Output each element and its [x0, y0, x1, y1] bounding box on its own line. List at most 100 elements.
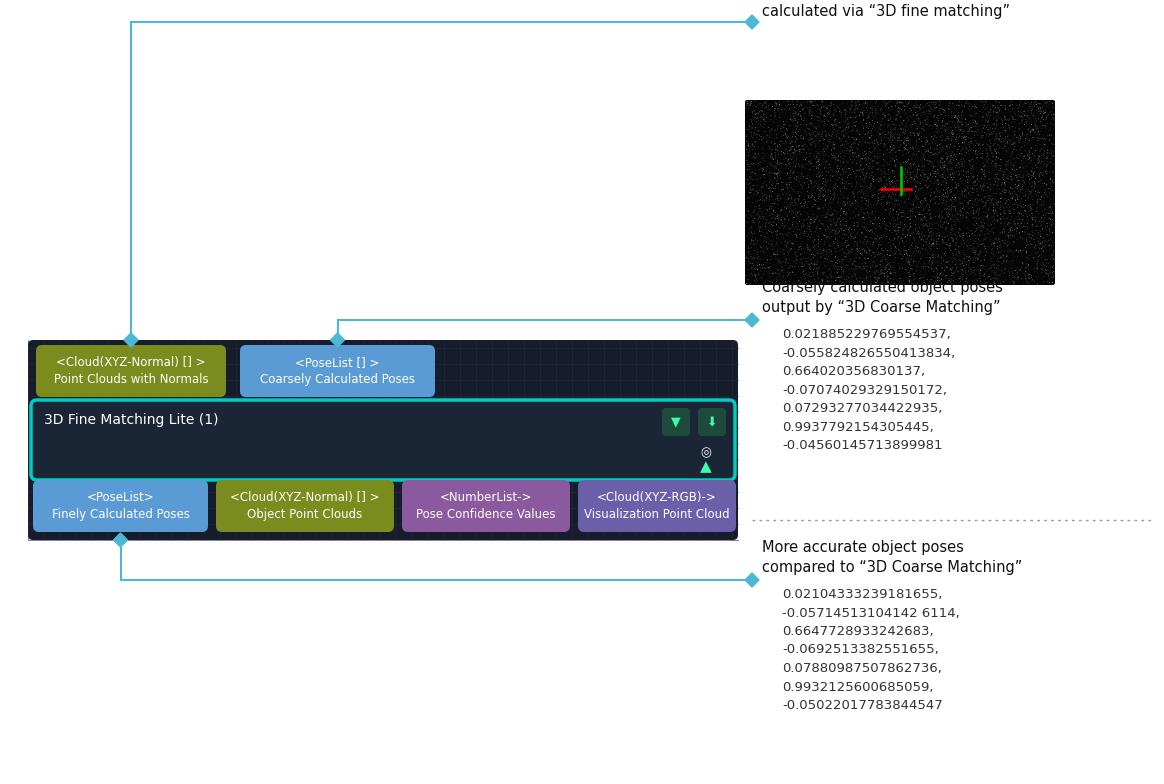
Point — [932, 122, 951, 134]
Point — [984, 99, 1002, 111]
Point — [842, 183, 860, 195]
Point — [980, 123, 999, 136]
Point — [953, 220, 972, 233]
Point — [970, 182, 988, 194]
Point — [894, 126, 913, 139]
Point — [910, 126, 929, 139]
Point — [1029, 106, 1048, 118]
Point — [920, 158, 938, 170]
Point — [996, 241, 1015, 253]
Point — [1008, 201, 1027, 214]
Point — [1028, 194, 1046, 207]
Point — [989, 252, 1008, 265]
Point — [896, 172, 915, 184]
Point — [950, 247, 968, 260]
Point — [921, 142, 939, 154]
Point — [958, 234, 977, 247]
Point — [779, 128, 797, 140]
Point — [774, 122, 793, 134]
Point — [750, 239, 768, 252]
Point — [920, 120, 938, 132]
Point — [961, 135, 980, 147]
Point — [863, 136, 881, 148]
Point — [915, 175, 934, 187]
Point — [886, 122, 904, 134]
Point — [953, 197, 972, 209]
Point — [998, 203, 1016, 216]
Point — [885, 132, 903, 144]
Point — [987, 197, 1006, 209]
Point — [902, 205, 921, 218]
Point — [1036, 165, 1055, 178]
Point — [863, 125, 881, 137]
Point — [950, 99, 968, 111]
Point — [1029, 270, 1048, 283]
Point — [764, 177, 782, 190]
Point — [832, 202, 851, 215]
Point — [758, 216, 776, 229]
Point — [765, 109, 783, 122]
Point — [954, 241, 973, 253]
Point — [843, 274, 861, 287]
Point — [946, 202, 965, 215]
Point — [943, 163, 961, 176]
Point — [776, 228, 795, 241]
Point — [894, 114, 913, 127]
Point — [854, 140, 873, 153]
Point — [750, 107, 768, 119]
Point — [924, 121, 943, 133]
Point — [782, 205, 801, 217]
Point — [1007, 171, 1025, 183]
Point — [853, 107, 872, 119]
Point — [937, 102, 956, 114]
Point — [776, 234, 795, 247]
Point — [996, 184, 1015, 197]
Point — [792, 271, 810, 284]
Point — [873, 112, 892, 125]
Point — [885, 182, 903, 194]
Point — [819, 166, 838, 179]
Point — [993, 251, 1012, 263]
Point — [965, 116, 984, 129]
Point — [993, 225, 1012, 238]
Point — [872, 174, 890, 187]
Point — [1022, 118, 1041, 131]
Point — [787, 220, 805, 233]
Point — [751, 252, 769, 265]
Point — [754, 177, 773, 190]
Point — [800, 181, 818, 194]
Point — [857, 194, 875, 207]
Point — [894, 136, 913, 149]
Point — [918, 144, 937, 157]
Point — [1039, 147, 1058, 159]
Point — [838, 156, 857, 169]
Point — [852, 198, 871, 210]
Point — [951, 204, 970, 216]
Point — [923, 157, 942, 169]
Point — [1015, 205, 1034, 217]
Point — [1027, 139, 1045, 151]
Point — [800, 220, 818, 233]
Point — [849, 219, 867, 231]
Point — [1000, 230, 1018, 243]
Point — [972, 263, 991, 276]
Point — [903, 109, 922, 122]
Point — [896, 263, 915, 276]
Point — [1034, 169, 1052, 181]
Point — [994, 239, 1013, 252]
Point — [781, 223, 800, 235]
Point — [988, 107, 1007, 119]
Point — [925, 165, 944, 178]
Point — [757, 136, 775, 148]
Point — [914, 151, 932, 163]
Point — [971, 142, 989, 154]
Point — [759, 182, 778, 194]
Point — [917, 236, 936, 249]
Point — [992, 126, 1010, 139]
Point — [977, 197, 995, 209]
Point — [817, 129, 836, 141]
Point — [863, 169, 881, 182]
Point — [766, 102, 785, 114]
Point — [744, 215, 762, 227]
Point — [945, 102, 964, 114]
